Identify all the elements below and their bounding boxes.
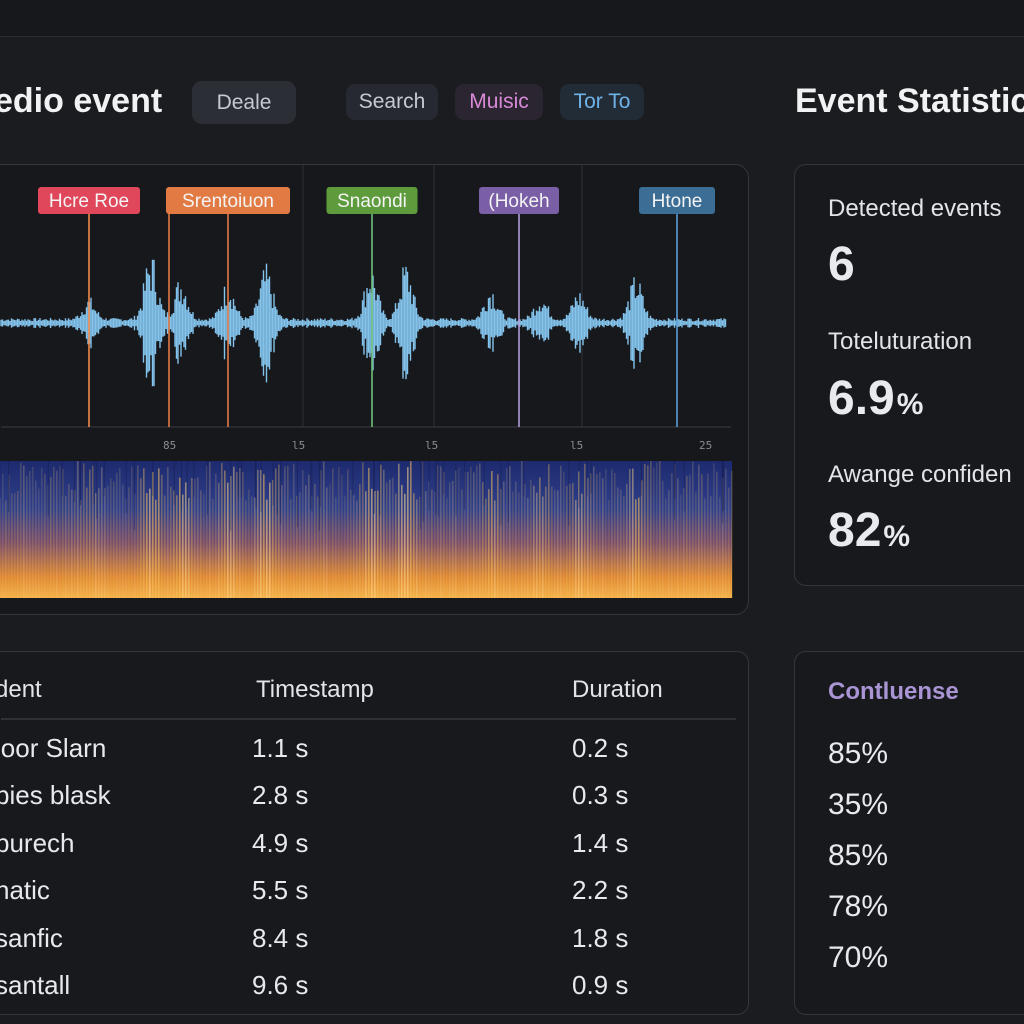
table-row[interactable]: bies blask 2.8 s 0.3 s bbox=[0, 780, 748, 826]
waveform-path bbox=[0, 259, 727, 387]
event-statistics-panel: Detected events 6 Toteluturation 6.9% Aw… bbox=[794, 164, 1024, 586]
event-marker-label[interactable]: Hcre Roe bbox=[38, 187, 140, 214]
time-tick: 85 bbox=[163, 439, 176, 452]
deale-button[interactable]: Deale bbox=[192, 81, 296, 124]
column-header-event[interactable]: dent bbox=[0, 676, 42, 703]
stat-label-detected-events: Detected events bbox=[828, 195, 1002, 222]
events-table: dent Timestamp Duration loor Slarn 1.1 s… bbox=[0, 651, 749, 1015]
duration-cell: 0.3 s bbox=[572, 780, 629, 810]
confidence-value: 78% bbox=[828, 890, 889, 923]
stat-value-detected-events: 6 bbox=[828, 238, 855, 291]
header-divider bbox=[1, 718, 736, 720]
confidence-panel: Contluense 85% 35% 85% 78% 70% bbox=[794, 651, 1024, 1015]
timestamp-cell: 9.6 s bbox=[252, 970, 309, 1000]
svg-text:Hcre Roe: Hcre Roe bbox=[49, 191, 129, 212]
filter-music-chip[interactable]: Muisic bbox=[455, 84, 543, 120]
timestamp-cell: 4.9 s bbox=[252, 828, 309, 858]
time-tick: l5 bbox=[570, 439, 583, 452]
event-marker-label[interactable]: Srentoiuon bbox=[166, 187, 290, 214]
duration-cell: 0.2 s bbox=[572, 733, 629, 763]
table-row[interactable]: loor Slarn 1.1 s 0.2 s bbox=[0, 733, 748, 779]
filter-search-chip[interactable]: Search bbox=[346, 84, 438, 120]
event-marker-label[interactable]: Htone bbox=[639, 187, 715, 214]
stats-heading: Event Statistic bbox=[795, 82, 1024, 120]
confidence-value: 85% bbox=[828, 839, 889, 872]
confidence-value: 85% bbox=[828, 737, 889, 770]
timestamp-cell: 8.4 s bbox=[252, 923, 309, 953]
svg-text:Srentoiuon: Srentoiuon bbox=[182, 191, 274, 212]
spectrogram-texture bbox=[0, 461, 733, 598]
duration-cell: 1.4 s bbox=[572, 828, 629, 858]
timestamp-cell: 1.1 s bbox=[252, 733, 309, 763]
time-tick: l5 bbox=[292, 439, 305, 452]
stat-value-average-confidence: 82% bbox=[828, 504, 911, 557]
svg-text:Htone: Htone bbox=[652, 191, 703, 212]
svg-text:Snaondi: Snaondi bbox=[337, 191, 407, 212]
waveform-canvas[interactable]: 85 l5 l5 l5 25 Hcre Roe Srentoiuon Snaondi… bbox=[0, 165, 748, 614]
event-name-cell: purech bbox=[0, 828, 75, 858]
event-name-cell: hatic bbox=[0, 875, 50, 905]
window-top-bar bbox=[0, 0, 1024, 37]
duration-cell: 0.9 s bbox=[572, 970, 629, 1000]
column-header-duration[interactable]: Duration bbox=[572, 676, 663, 703]
confidence-heading: Contluense bbox=[828, 678, 959, 705]
confidence-list: 85% 35% 85% 78% 70% bbox=[828, 734, 888, 989]
svg-text:(Hokeh: (Hokeh bbox=[488, 191, 549, 212]
time-tick: l5 bbox=[425, 439, 438, 452]
waveform-panel: 85 l5 l5 l5 25 Hcre Roe Srentoiuon Snaondi… bbox=[0, 164, 749, 615]
event-name-cell: bies blask bbox=[0, 780, 111, 810]
stat-label-total-duration: Toteluturation bbox=[828, 328, 973, 355]
table-row[interactable]: purech 4.9 s 1.4 s bbox=[0, 828, 748, 874]
audio-waveform bbox=[0, 259, 727, 387]
stat-label-average-confidence: Awange confiden bbox=[828, 461, 1012, 488]
spectrogram bbox=[0, 461, 732, 598]
time-tick: 25 bbox=[699, 439, 712, 452]
table-row[interactable]: sanfic 8.4 s 1.8 s bbox=[0, 923, 748, 969]
timestamp-cell: 2.8 s bbox=[252, 780, 309, 810]
confidence-value: 35% bbox=[828, 788, 889, 821]
page-title: edio event bbox=[0, 82, 163, 120]
duration-cell: 1.8 s bbox=[572, 923, 629, 953]
event-marker-label[interactable]: (Hokeh bbox=[479, 187, 559, 214]
column-header-timestamp[interactable]: Timestamp bbox=[256, 676, 374, 703]
table-row[interactable]: santall 9.6 s 0.9 s bbox=[0, 970, 748, 1016]
event-name-cell: santall bbox=[0, 970, 71, 1000]
table-row[interactable]: hatic 5.5 s 2.2 s bbox=[0, 875, 748, 921]
filter-tor-chip[interactable]: Tor To bbox=[560, 84, 644, 120]
timestamp-cell: 5.5 s bbox=[252, 875, 309, 905]
duration-cell: 2.2 s bbox=[572, 875, 629, 905]
stat-value-total-duration: 6.9% bbox=[828, 372, 924, 425]
confidence-value: 70% bbox=[828, 941, 889, 974]
event-marker-label[interactable]: Snaondi bbox=[326, 187, 418, 214]
event-name-cell: sanfic bbox=[0, 923, 63, 953]
event-name-cell: loor Slarn bbox=[0, 733, 107, 763]
